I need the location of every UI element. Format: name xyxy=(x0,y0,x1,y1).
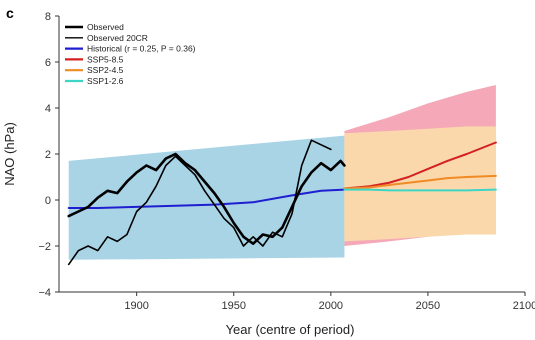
legend-item-ssp2-4-5: SSP2-4.5 xyxy=(65,65,124,75)
uncertainty-bands xyxy=(68,85,496,260)
legend-item-observed: Observed xyxy=(65,22,124,32)
ssp1-2-6-line xyxy=(343,188,497,192)
x-tick-label: 1950 xyxy=(222,300,246,312)
legend-label: SSP1-2.6 xyxy=(87,76,124,86)
series-lines xyxy=(67,139,497,266)
legend-label: Historical (r = 0.25, P = 0.36) xyxy=(87,44,196,54)
legend-label: Observed 20CR xyxy=(87,33,148,43)
ssp2-4-5-line xyxy=(343,174,497,190)
legend-item-observed-20cr: Observed 20CR xyxy=(65,33,148,43)
y-axis-title: NAO (hPa) xyxy=(2,122,17,186)
ssp5-8-5-line xyxy=(343,141,497,190)
historical-range-band xyxy=(68,135,345,260)
legend-item-historical-r-0-25-p-0-36: Historical (r = 0.25, P = 0.36) xyxy=(65,44,196,54)
axis-ticks: 1900 1950 2000 2050 2100 −4 −2 0 2 4 6 8 xyxy=(38,11,535,312)
y-tick-label: 0 xyxy=(45,195,51,207)
y-tick-label: −4 xyxy=(38,287,51,299)
legend-label: SSP2-4.5 xyxy=(87,65,124,75)
x-axis-title: Year (centre of period) xyxy=(226,322,355,337)
y-tick-label: 4 xyxy=(45,103,51,115)
legend-label: SSP5-8.5 xyxy=(87,54,124,64)
ssp2-4-5-range-band xyxy=(344,126,496,242)
panel-letter: c xyxy=(6,5,14,21)
x-tick-label: 2100 xyxy=(513,300,535,312)
observed-20cr-line xyxy=(67,139,332,266)
y-tick-label: −2 xyxy=(38,241,51,253)
legend-item-ssp5-8-5: SSP5-8.5 xyxy=(65,54,124,64)
legend-label: Observed xyxy=(87,22,124,32)
x-tick-label: 1900 xyxy=(124,300,148,312)
observed-line xyxy=(67,152,346,245)
x-tick-label: 2050 xyxy=(416,300,440,312)
legend-item-ssp1-2-6: SSP1-2.6 xyxy=(65,76,124,86)
y-tick-label: 8 xyxy=(45,11,51,23)
y-tick-label: 6 xyxy=(45,57,51,69)
x-tick-label: 2000 xyxy=(319,300,343,312)
y-tick-label: 2 xyxy=(45,149,51,161)
